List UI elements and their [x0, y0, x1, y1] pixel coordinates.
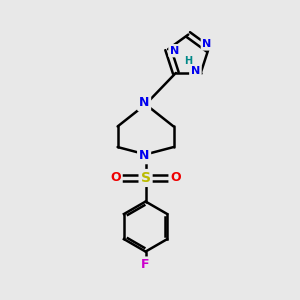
Text: H: H	[184, 56, 192, 66]
Text: N: N	[139, 96, 149, 110]
Text: O: O	[170, 172, 181, 184]
Text: N: N	[202, 39, 212, 49]
Text: S: S	[141, 171, 151, 185]
Text: N: N	[170, 46, 179, 56]
Text: N: N	[191, 67, 200, 76]
Text: N: N	[139, 149, 149, 162]
Text: O: O	[110, 172, 121, 184]
Text: F: F	[141, 258, 150, 271]
